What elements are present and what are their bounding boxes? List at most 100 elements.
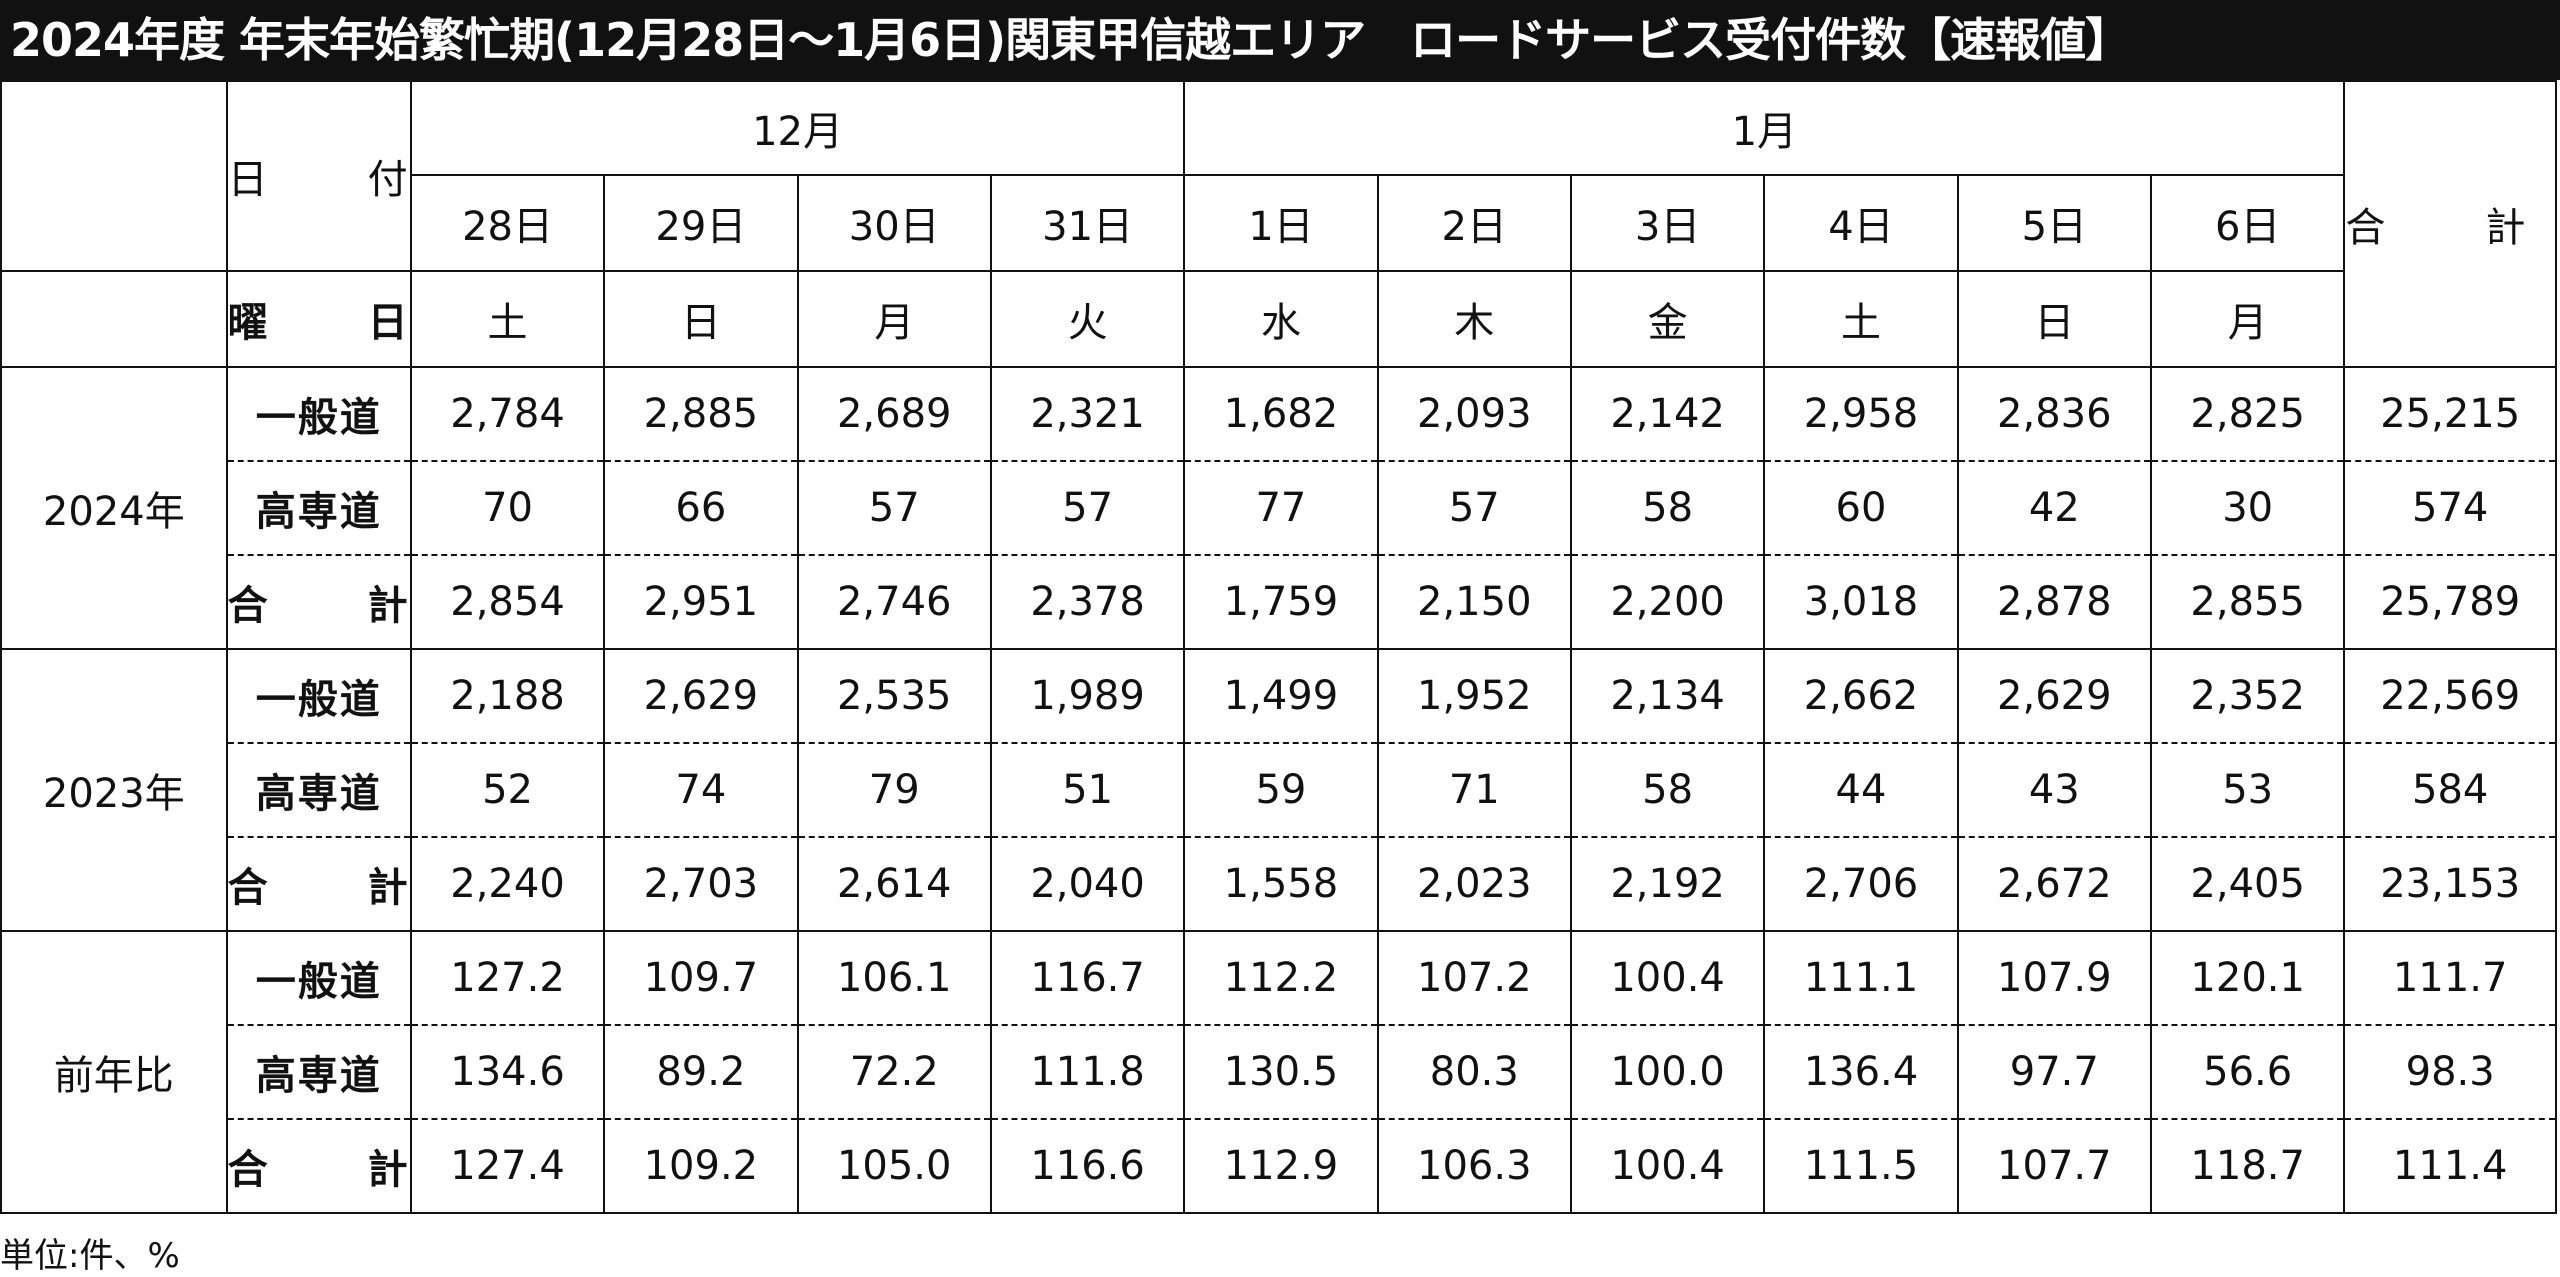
weekday-cell: 金 [1569, 270, 1766, 368]
value-cell: 2,535 [796, 648, 992, 744]
unit-note: 単位:件、% [0, 1236, 180, 1276]
total-cell: 584 [2343, 742, 2557, 838]
value-cell: 136.4 [1763, 1024, 1959, 1120]
value-cell: 57 [989, 460, 1186, 556]
value-cell: 2,192 [1569, 836, 1766, 932]
table-row: 合 計2,8542,9512,7462,3781,7592,1502,2003,… [1, 554, 2557, 650]
day-header: 3日 [1569, 174, 1766, 272]
value-cell: 43 [1956, 742, 2152, 838]
value-cell: 105.0 [796, 1118, 992, 1214]
row-label: 高専道 [225, 742, 412, 838]
value-cell: 1,499 [1183, 648, 1379, 744]
value-cell: 106.1 [796, 930, 992, 1026]
total-cell: 25,215 [2343, 366, 2557, 462]
row-label: 合 計 [225, 554, 412, 650]
row-label: 合 計 [225, 1118, 412, 1214]
value-cell: 2,703 [603, 836, 799, 932]
value-cell: 2,352 [2149, 648, 2346, 744]
value-cell: 107.7 [1956, 1118, 2152, 1214]
value-cell: 57 [1376, 460, 1572, 556]
day-header: 1日 [1183, 174, 1379, 272]
value-cell: 30 [2149, 460, 2346, 556]
table-row: 合 計127.4109.2105.0116.6112.9106.3100.411… [1, 1118, 2557, 1214]
value-cell: 79 [796, 742, 992, 838]
page-title: 2024年度 年末年始繁忙期(12月28日〜1月6日)関東甲信越エリア ロードサ… [0, 0, 2560, 80]
value-cell: 120.1 [2149, 930, 2346, 1026]
value-cell: 1,558 [1183, 836, 1379, 932]
table-row: 2023年 一般道 2,188 2,629 2,535 1,989 1,499 1,952 2,… [0, 648, 2557, 932]
value-cell: 2,023 [1376, 836, 1572, 932]
day-header: 4日 [1763, 174, 1959, 272]
value-cell: 2,825 [2149, 366, 2346, 462]
value-cell: 3,018 [1763, 554, 1959, 650]
value-cell: 1,759 [1183, 554, 1379, 650]
total-column-header: 合 計 [2343, 80, 2557, 368]
value-cell: 2,662 [1763, 648, 1959, 744]
value-cell: 2,878 [1956, 554, 2152, 650]
value-cell: 2,689 [796, 366, 992, 462]
weekday-cell: 日 [603, 270, 799, 368]
day-header: 30日 [796, 174, 992, 272]
day-header: 5日 [1956, 174, 2152, 272]
value-cell: 127.2 [409, 930, 606, 1026]
value-cell: 2,629 [1956, 648, 2152, 744]
weekday-cell: 土 [1763, 270, 1959, 368]
value-cell: 42 [1956, 460, 2152, 556]
value-cell: 109.2 [603, 1118, 799, 1214]
value-cell: 2,854 [409, 554, 606, 650]
value-cell: 100.4 [1569, 1118, 1766, 1214]
value-cell: 2,321 [989, 366, 1186, 462]
value-cell: 2,142 [1569, 366, 1766, 462]
table-row: 合 計2,2402,7032,6142,0401,5582,0232,1922,… [1, 836, 2557, 932]
corner-cell [0, 80, 228, 272]
value-cell: 2,836 [1956, 366, 2152, 462]
date-label: 日 付 [225, 80, 412, 272]
value-cell: 2,093 [1376, 366, 1572, 462]
total-cell: 574 [2343, 460, 2557, 556]
value-cell: 111.8 [989, 1024, 1186, 1120]
value-cell: 2,200 [1569, 554, 1766, 650]
value-cell: 51 [989, 742, 1186, 838]
value-cell: 116.7 [989, 930, 1186, 1026]
value-cell: 106.3 [1376, 1118, 1572, 1214]
value-cell: 57 [796, 460, 992, 556]
month-jan-header: 1月 [1183, 80, 2346, 176]
value-cell: 2,614 [796, 836, 992, 932]
value-cell: 58 [1569, 460, 1766, 556]
value-cell: 2,885 [603, 366, 799, 462]
table-row: 前年比 一般道 127.2 109.7 106.1 116.7 112.2 107.2 100.… [0, 930, 2557, 1214]
value-cell: 2,188 [409, 648, 606, 744]
table-row: 高専道 134.6 89.2 72.2 111.8 130.5 80.3 100.0 136.4… [1, 1024, 2557, 1120]
row-label: 高専道 [225, 1024, 412, 1120]
value-cell: 74 [603, 742, 799, 838]
weekday-cell: 月 [2149, 270, 2346, 368]
value-cell: 2,240 [409, 836, 606, 932]
row-label: 一般道 [225, 930, 412, 1026]
total-cell: 23,153 [2343, 836, 2557, 932]
value-cell: 2,150 [1376, 554, 1572, 650]
group-label: 2023年 [0, 648, 228, 932]
value-cell: 1,989 [989, 648, 1186, 744]
value-cell: 2,405 [2149, 836, 2346, 932]
month-dec-header: 12月 [409, 80, 1186, 176]
value-cell: 2,746 [796, 554, 992, 650]
value-cell: 2,784 [409, 366, 606, 462]
service-count-table: 日 付 12月 1月 合 計 28日29日30日31日1日2日3日4日5日6日 … [0, 80, 2557, 1214]
table-row: 2024年 一般道 2,784 2,885 2,689 2,321 1,682 2,093 2,… [0, 366, 2557, 650]
corner-cell-2 [0, 270, 228, 368]
value-cell: 2,672 [1956, 836, 2152, 932]
value-cell: 116.6 [989, 1118, 1186, 1214]
value-cell: 59 [1183, 742, 1379, 838]
total-cell: 98.3 [2343, 1024, 2557, 1120]
day-header: 28日 [409, 174, 606, 272]
value-cell: 66 [603, 460, 799, 556]
weekday-cell: 木 [1376, 270, 1572, 368]
value-cell: 2,855 [2149, 554, 2346, 650]
weekday-cell: 火 [989, 270, 1186, 368]
value-cell: 2,706 [1763, 836, 1959, 932]
value-cell: 44 [1763, 742, 1959, 838]
value-cell: 100.4 [1569, 930, 1766, 1026]
row-label: 合 計 [225, 836, 412, 932]
weekday-cell: 日 [1956, 270, 2152, 368]
value-cell: 2,958 [1763, 366, 1959, 462]
